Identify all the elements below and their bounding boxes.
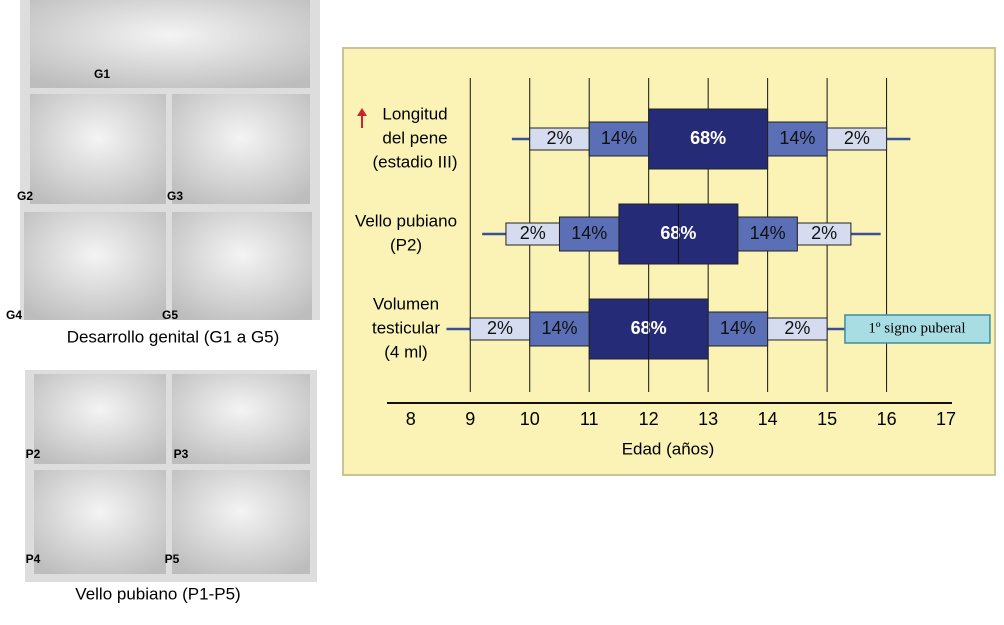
photo xyxy=(30,0,310,88)
photo xyxy=(172,212,312,320)
row-label: Longitud xyxy=(382,104,447,123)
photo xyxy=(172,94,310,204)
band-label: 2% xyxy=(784,318,810,338)
band-label: 14% xyxy=(571,223,607,243)
photo xyxy=(24,212,166,320)
row-label: testicular xyxy=(372,318,440,337)
band-label: 2% xyxy=(520,223,546,243)
photo xyxy=(30,94,166,204)
band-label: 2% xyxy=(844,128,870,148)
photo-label: G3 xyxy=(167,189,183,203)
x-tick-label: 9 xyxy=(465,409,475,429)
percentile-band xyxy=(796,222,852,246)
photo xyxy=(172,470,310,574)
caption: Desarrollo genital (G1 a G5) xyxy=(67,327,280,346)
band-label: 14% xyxy=(720,318,756,338)
band-label: 14% xyxy=(601,128,637,148)
band-label: 2% xyxy=(546,128,572,148)
x-tick-label: 14 xyxy=(758,409,778,429)
x-tick-label: 13 xyxy=(698,409,718,429)
band-label: 2% xyxy=(487,318,513,338)
percentile-band xyxy=(588,121,650,157)
row-label: (estadio III) xyxy=(372,152,457,171)
row-label: (P2) xyxy=(390,235,422,254)
band-label: 68% xyxy=(690,128,726,148)
photo xyxy=(34,470,166,574)
band-label: 2% xyxy=(811,223,837,243)
photo-label: G4 xyxy=(6,308,22,322)
row-label: Vello pubiano xyxy=(355,211,457,230)
percentile-band xyxy=(707,311,769,347)
row-label: Volumen xyxy=(373,294,439,313)
x-tick-label: 17 xyxy=(936,409,956,429)
annotation: 1º signo puberal xyxy=(868,320,965,336)
photo xyxy=(172,374,310,464)
x-tick-label: 10 xyxy=(520,409,540,429)
percentile-band xyxy=(558,216,620,252)
photo-label: G5 xyxy=(162,308,178,322)
percentile-band xyxy=(767,317,828,341)
photo-label: G1 xyxy=(94,67,110,81)
annotation-box xyxy=(844,314,991,344)
band-label: 14% xyxy=(779,128,815,148)
x-tick-label: 15 xyxy=(817,409,837,429)
band-label: 14% xyxy=(541,318,577,338)
photo-label: P5 xyxy=(165,552,180,566)
photo-label: P3 xyxy=(174,447,189,461)
row-label: (4 ml) xyxy=(384,342,427,361)
band-label: 14% xyxy=(750,223,786,243)
x-tick-label: 8 xyxy=(406,409,416,429)
genital-photos xyxy=(20,0,320,320)
x-axis-label: Edad (años) xyxy=(622,439,715,458)
percentile-band xyxy=(826,127,888,151)
row-label: del pene xyxy=(382,128,447,147)
pubic-photos xyxy=(25,370,317,582)
x-tick-label: 12 xyxy=(639,409,659,429)
caption: Vello pubiano (P1-P5) xyxy=(75,584,240,603)
photo-label: P2 xyxy=(26,447,41,461)
x-tick-label: 16 xyxy=(877,409,897,429)
percentile-band xyxy=(648,108,769,170)
percentile-band xyxy=(529,311,590,347)
x-tick-label: 11 xyxy=(580,409,599,429)
arrow-icon xyxy=(357,108,367,128)
photo-label: G2 xyxy=(17,189,33,203)
photo xyxy=(34,374,166,464)
photo-label: P4 xyxy=(26,552,41,566)
